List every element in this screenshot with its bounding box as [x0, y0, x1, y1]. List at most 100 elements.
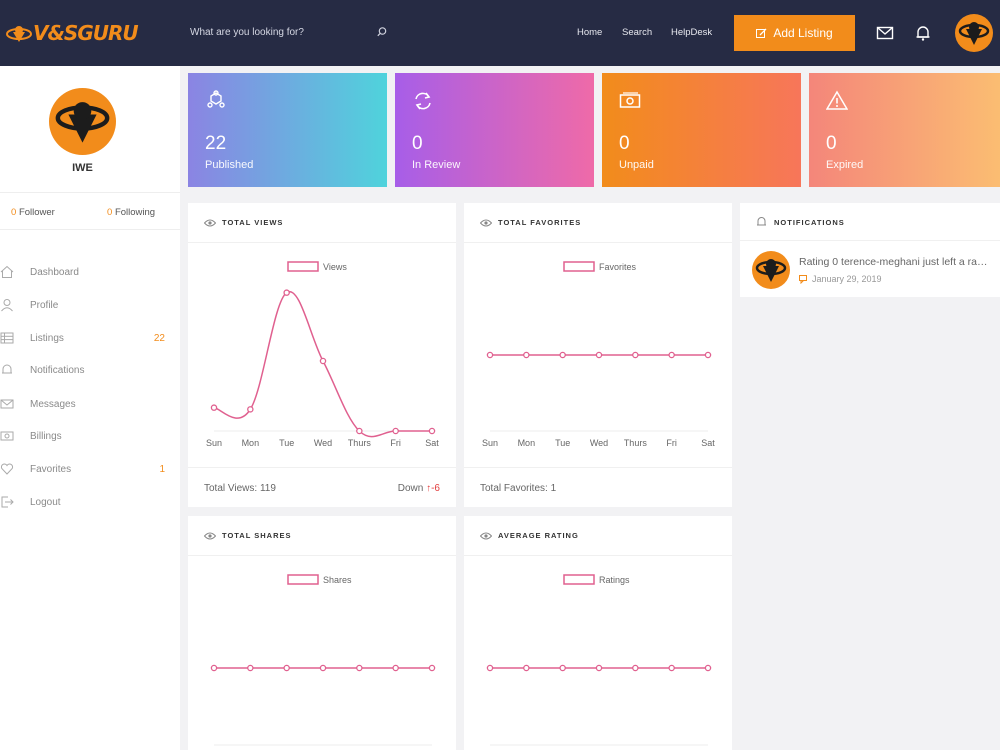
data-point-tue[interactable] — [559, 664, 566, 672]
sidebar-item-billings[interactable]: Billings — [0, 425, 180, 447]
site-logo[interactable]: V&SGURU — [6, 18, 139, 48]
heart-icon — [0, 463, 14, 475]
data-point-sat[interactable] — [704, 664, 712, 672]
search-bar — [190, 22, 390, 44]
search-icon[interactable] — [376, 26, 388, 38]
data-point-mon[interactable] — [523, 351, 530, 359]
sidebar-item-count: 22 — [153, 332, 165, 344]
stat-card-published[interactable]: 22 Published — [188, 73, 387, 187]
data-point-thurs[interactable] — [356, 427, 363, 435]
data-point-thurs[interactable] — [356, 664, 363, 672]
panel-title: TOTAL VIEWS — [222, 218, 284, 227]
sidebar-item-favorites[interactable]: Favorites 1 — [0, 458, 180, 480]
logo-mark-icon — [6, 26, 32, 42]
stat-label: In Review — [412, 159, 461, 171]
sidebar-item-logout[interactable]: Logout — [0, 491, 180, 513]
data-point-fri[interactable] — [668, 351, 675, 359]
search-input[interactable] — [190, 22, 370, 43]
data-point-fri[interactable] — [392, 664, 399, 672]
money-icon — [0, 431, 14, 441]
stat-value: 0 — [826, 133, 837, 154]
views-trend: Down ↑-6 — [397, 483, 440, 494]
data-point-thurs[interactable] — [632, 351, 639, 359]
header-avatar[interactable] — [955, 14, 993, 52]
notification-avatar[interactable] — [752, 251, 790, 289]
panel-title: TOTAL FAVORITES — [498, 218, 582, 227]
profile-avatar[interactable] — [49, 88, 116, 155]
stat-label: Published — [205, 159, 254, 171]
legend-swatch — [287, 574, 319, 585]
legend-swatch — [287, 261, 319, 272]
home-icon — [0, 265, 14, 278]
sidebar-item-label: Profile — [30, 299, 59, 311]
follow-stats: 0 Follower 0 Following — [0, 192, 180, 230]
bell-icon — [2, 364, 12, 374]
data-point-tue[interactable] — [283, 664, 290, 672]
data-point-sat[interactable] — [428, 664, 436, 672]
envelope-icon[interactable] — [876, 24, 894, 42]
sidebar-item-count: 1 — [159, 463, 165, 475]
x-tick-label: Sat — [425, 438, 439, 448]
total-favorites-panel: TOTAL FAVORITES Favorites Sun Mon Tue Wed Thu… — [464, 203, 732, 507]
sidebar-item-profile[interactable]: Profile — [0, 294, 180, 316]
data-point-fri[interactable] — [668, 664, 675, 672]
stat-value: 0 — [619, 133, 630, 154]
legend-label: Shares — [323, 575, 352, 585]
x-tick-label: Wed — [314, 438, 332, 448]
sidebar-item-listings[interactable]: Listings 22 — [0, 327, 180, 349]
add-listing-button[interactable]: Add Listing — [734, 15, 855, 51]
x-tick-label: Mon — [242, 438, 260, 448]
sidebar-item-label: Notifications — [30, 364, 85, 376]
data-point-tue[interactable] — [283, 289, 290, 296]
panel-title: TOTAL SHARES — [222, 531, 292, 540]
top-header: V&SGURU Home Search HelpDesk Add Listing — [0, 0, 1000, 66]
data-point-mon[interactable] — [247, 664, 254, 672]
logo-text: V&SGURU — [33, 21, 139, 45]
bell-icon[interactable] — [914, 24, 932, 42]
stat-card-in-review[interactable]: 0 In Review — [395, 73, 594, 187]
data-point-tue[interactable] — [559, 351, 566, 359]
sidebar-item-notifications[interactable]: Notifications — [0, 359, 180, 381]
data-point-sat[interactable] — [428, 427, 436, 435]
data-point-sat[interactable] — [704, 351, 712, 359]
following-link[interactable]: 0 Following — [107, 207, 156, 218]
data-point-sun[interactable] — [210, 404, 218, 411]
stat-label: Expired — [826, 159, 864, 171]
x-tick-label: Sun — [482, 438, 498, 448]
sidebar-item-messages[interactable]: Messages — [0, 393, 180, 415]
bell-icon — [757, 217, 766, 226]
rating-chart: Ratings — [486, 574, 712, 746]
data-point-mon[interactable] — [247, 406, 254, 413]
nav-home[interactable]: Home — [577, 27, 603, 38]
stat-card-unpaid[interactable]: 0 Unpaid — [602, 73, 801, 187]
data-point-sun[interactable] — [486, 351, 494, 359]
avatar-logo-icon — [755, 259, 787, 282]
profile-name: IWE — [72, 162, 93, 174]
sidebar: IWE 0 Follower 0 Following Dashboard Prof… — [0, 66, 180, 750]
data-point-wed[interactable] — [319, 664, 327, 672]
data-point-wed[interactable] — [595, 351, 603, 359]
sidebar-item-dashboard[interactable]: Dashboard — [0, 261, 180, 283]
legend-swatch — [563, 261, 595, 272]
x-tick-label: Fri — [390, 438, 401, 448]
warning-icon — [826, 90, 848, 110]
notification-text[interactable]: Rating 0 terence-meghani just left a rat… — [799, 256, 989, 268]
nav-helpdesk[interactable]: HelpDesk — [671, 27, 713, 38]
total-views-panel: TOTAL VIEWS Views Sun Mon Tue Wed Thurs Fri Sat… — [188, 203, 456, 507]
data-point-sun[interactable] — [210, 664, 218, 672]
data-point-thurs[interactable] — [632, 664, 639, 672]
logout-icon — [1, 496, 14, 508]
data-point-mon[interactable] — [523, 664, 530, 672]
data-point-fri[interactable] — [392, 427, 399, 435]
followers-link[interactable]: 0 Follower — [11, 207, 55, 218]
money-icon — [619, 92, 641, 108]
eye-icon — [480, 219, 492, 227]
data-point-wed[interactable] — [595, 664, 603, 672]
chart-legend: Ratings — [563, 574, 630, 585]
stat-card-expired[interactable]: 0 Expired — [809, 73, 1000, 187]
data-point-sun[interactable] — [486, 664, 494, 672]
list-icon — [0, 332, 14, 344]
x-tick-label: Tue — [279, 438, 294, 448]
nav-search[interactable]: Search — [622, 27, 653, 38]
data-point-wed[interactable] — [319, 357, 327, 365]
